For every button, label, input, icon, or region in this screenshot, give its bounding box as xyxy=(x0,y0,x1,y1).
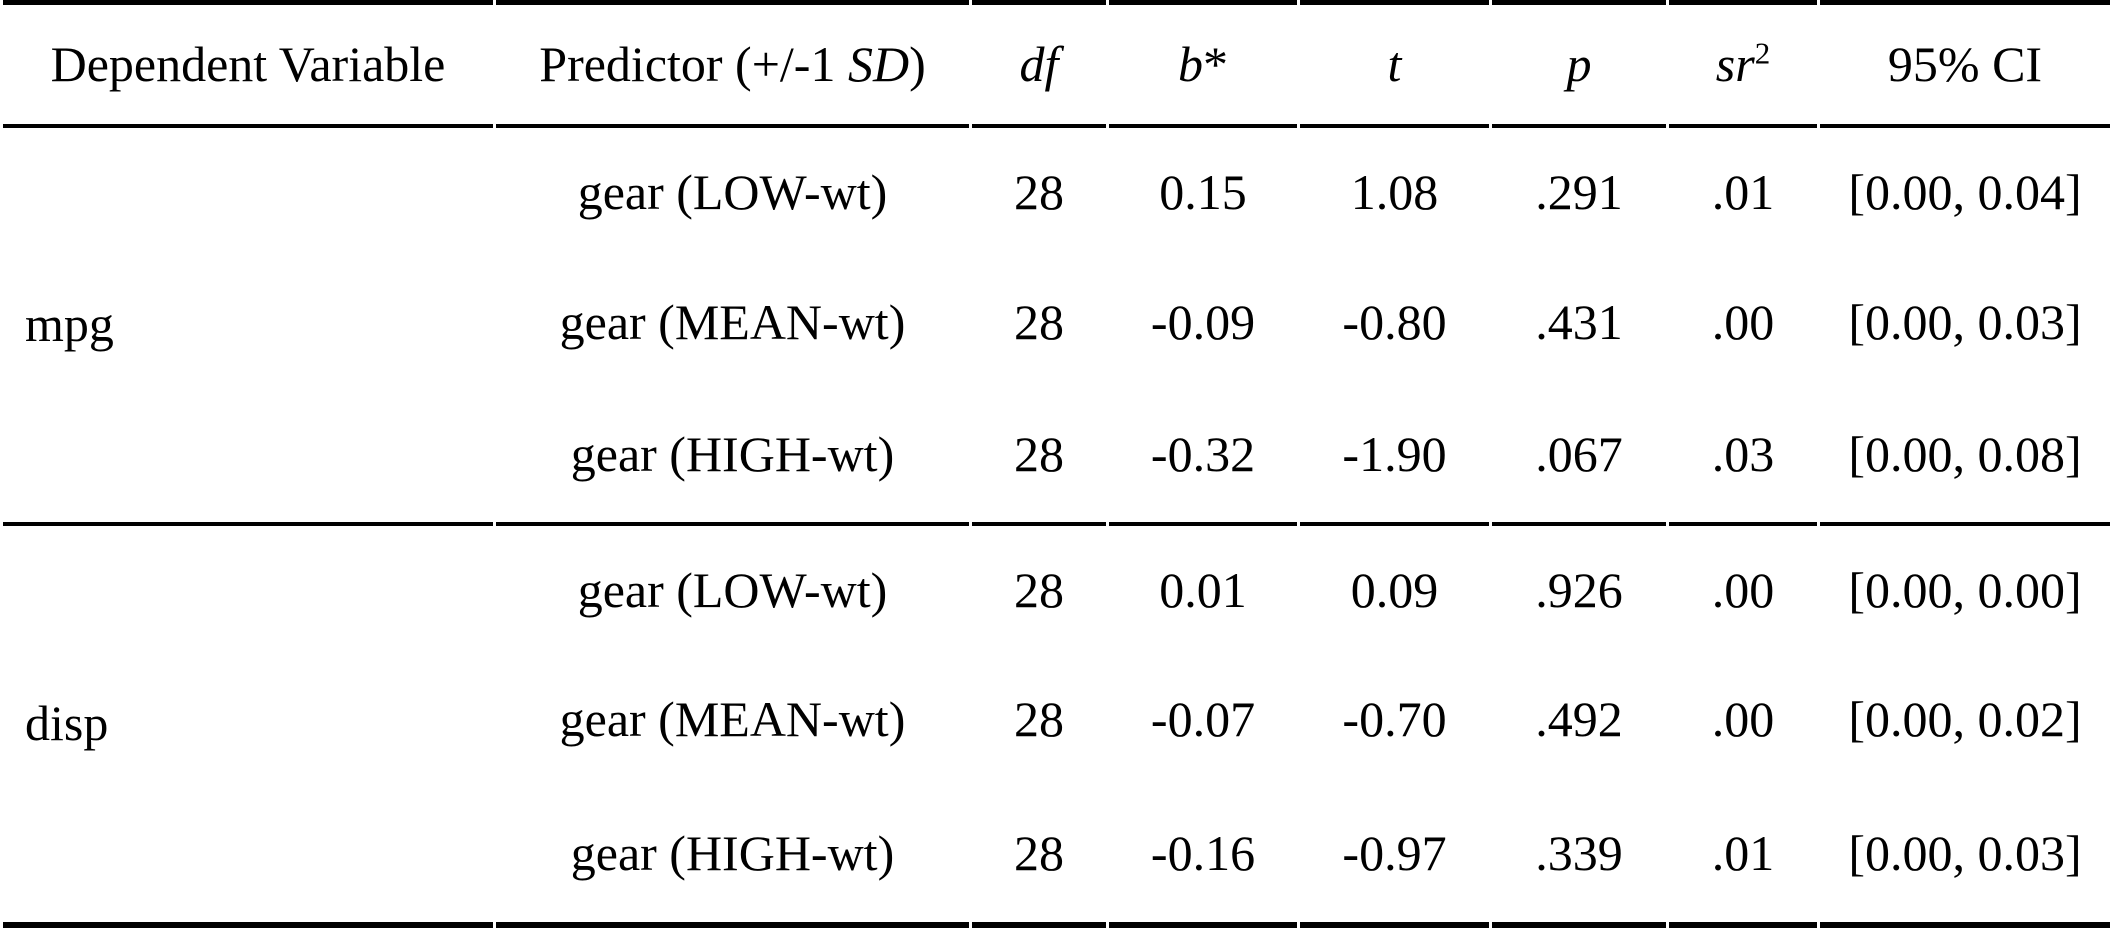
sr2-header-base: sr xyxy=(1715,35,1755,92)
cell-predictor: gear (HIGH-wt) xyxy=(496,785,969,928)
cell-ci: [0.00, 0.03] xyxy=(1820,785,2110,928)
cell-ci: [0.00, 0.02] xyxy=(1848,691,2082,748)
cell-sr2: .03 xyxy=(1669,387,1817,526)
cell-b: 0.01 xyxy=(1159,561,1247,618)
cell-t: -0.97 xyxy=(1300,785,1489,928)
cell-b: 0.15 xyxy=(1159,164,1247,221)
cell-b: -0.32 xyxy=(1109,387,1297,526)
cell-predictor: gear (HIGH-wt) xyxy=(496,387,969,526)
cell-predictor: gear (MEAN-wt) xyxy=(559,691,906,748)
cell-sr2: .01 xyxy=(1669,785,1817,928)
col-header-p: p xyxy=(1492,0,1666,128)
cell-df: 28 xyxy=(1014,561,1064,618)
cell-df: 28 xyxy=(972,785,1106,928)
cell-ci: [0.00, 0.08] xyxy=(1820,387,2110,526)
cell-ci: [0.00, 0.00] xyxy=(1848,561,2082,618)
dv-label-disp: disp xyxy=(3,526,493,928)
cell-b: -0.09 xyxy=(1150,293,1256,350)
cell-t: -0.70 xyxy=(1342,691,1447,748)
col-header-95ci: 95% CI xyxy=(1820,0,2110,128)
col-header-df: df xyxy=(972,0,1106,128)
cell-predictor: gear (MEAN-wt) xyxy=(559,293,906,350)
t-header-label: t xyxy=(1387,35,1402,92)
b-header-label: b xyxy=(1178,35,1203,92)
header-row: Dependent Variable Predictor (+/-1 SD) d… xyxy=(3,0,2110,128)
predictor-header-suffix: ) xyxy=(909,35,926,92)
cell-p: .926 xyxy=(1535,561,1623,618)
sr2-header-superscript: 2 xyxy=(1754,35,1771,71)
cell-sr2: .00 xyxy=(1711,561,1775,618)
cell-t: -1.90 xyxy=(1300,387,1489,526)
cell-df: 28 xyxy=(972,387,1106,526)
col-header-b-star: b* xyxy=(1109,0,1297,128)
cell-p: .291 xyxy=(1535,164,1623,221)
table-row: disp gear (LOW-wt) 28 0.01 0.09 .926 .00… xyxy=(3,526,2110,928)
cell-ci: [0.00, 0.03] xyxy=(1848,293,2082,350)
cell-df: 28 xyxy=(1014,691,1064,748)
col-header-dependent-variable: Dependent Variable xyxy=(3,0,493,128)
b-header-asterisk: * xyxy=(1203,35,1228,92)
table-row: gear (MEAN-wt) 28 -0.07 -0.70 .492 .00 [… xyxy=(3,655,2110,785)
cell-t: 0.09 xyxy=(1350,561,1439,618)
table-row: gear (HIGH-wt) 28 -0.16 -0.97 .339 .01 [… xyxy=(3,785,2110,928)
cell-predictor: gear (LOW-wt) xyxy=(577,164,888,221)
cell-sr2: .00 xyxy=(1711,691,1775,748)
cell-t: 1.08 xyxy=(1350,164,1439,221)
p-header-label: p xyxy=(1566,35,1592,92)
col-header-predictor: Predictor (+/-1 SD) xyxy=(496,0,969,128)
cell-p: .339 xyxy=(1492,785,1666,928)
table-row: gear (MEAN-wt) 28 -0.09 -0.80 .431 .00 [… xyxy=(3,258,2110,388)
cell-predictor: gear (LOW-wt) xyxy=(577,561,888,618)
df-header-label: df xyxy=(1019,35,1059,92)
cell-ci: [0.00, 0.04] xyxy=(1848,164,2082,221)
predictor-header-prefix: Predictor (+/-1 xyxy=(539,35,848,92)
cell-df: 28 xyxy=(1014,293,1064,350)
cell-df: 28 xyxy=(1014,164,1064,221)
cell-b: -0.16 xyxy=(1109,785,1297,928)
cell-sr2: .01 xyxy=(1711,164,1775,221)
col-header-sr2: sr2 xyxy=(1669,0,1817,128)
table-row: gear (HIGH-wt) 28 -0.32 -1.90 .067 .03 [… xyxy=(3,387,2110,526)
dv-label-mpg: mpg xyxy=(3,128,493,526)
col-header-t: t xyxy=(1300,0,1489,128)
cell-b: -0.07 xyxy=(1150,691,1256,748)
predictor-header-sd: SD xyxy=(847,35,910,92)
cell-p: .431 xyxy=(1535,293,1623,350)
table-row: mpg gear (LOW-wt) 28 0.15 1.08 .291 .01 … xyxy=(3,128,2110,526)
cell-t: -0.80 xyxy=(1342,293,1447,350)
cell-p: .492 xyxy=(1535,691,1623,748)
cell-sr2: .00 xyxy=(1711,293,1775,350)
cell-p: .067 xyxy=(1492,387,1666,526)
